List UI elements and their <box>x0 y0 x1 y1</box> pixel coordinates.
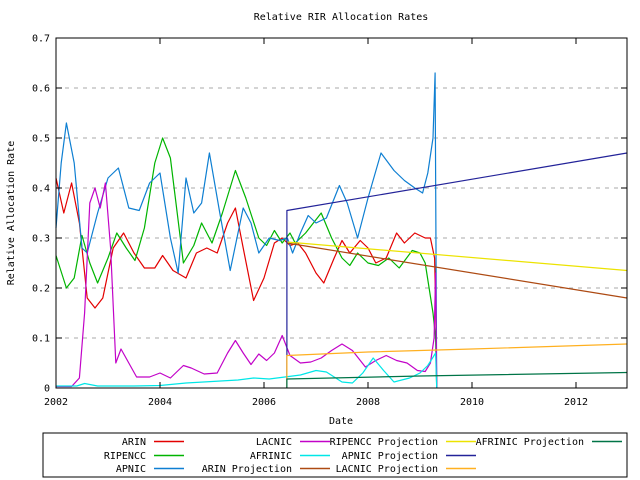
x-tick-label: 2012 <box>564 397 588 408</box>
series-layer <box>55 72 628 389</box>
series-line-afrinic <box>56 352 438 389</box>
legend: ARIN RIPENCC APNIC LACNIC AFRINIC ARIN Projec… <box>42 432 628 478</box>
y-tick-label: 0 <box>44 384 50 395</box>
y-tick-label: 0.2 <box>32 284 50 295</box>
series-line-afrinic-projection <box>286 371 628 388</box>
series-line-ripencc <box>55 137 438 389</box>
y-axis-label: Relative Allocation Rate <box>6 141 17 286</box>
series-line-lacnic <box>56 182 438 389</box>
legend-label-arin: ARIN <box>122 437 146 448</box>
x-tick-label: 2006 <box>252 397 276 408</box>
series-line-arin <box>55 177 438 389</box>
legend-label-apnic: APNIC <box>116 464 146 475</box>
x-tick-label: 2004 <box>148 397 172 408</box>
grid-layer <box>56 87 627 339</box>
y-tick-label: 0.3 <box>32 234 50 245</box>
legend-label-lacnic: LACNIC <box>256 437 292 448</box>
legend-label-afrinic-projection: AFRINIC Projection <box>476 437 584 448</box>
plot-frame <box>55 37 628 389</box>
y-tick-label: 0.5 <box>32 134 50 145</box>
tick-label-layer: 2002 2004 2006 2008 2010 2012 0 0.1 0.2 0.3 0.4 0.5… <box>32 34 588 409</box>
legend-label-afrinic: AFRINIC <box>250 451 292 462</box>
series-line-apnic-projection <box>286 152 628 388</box>
y-tick-label: 0.1 <box>32 334 50 345</box>
x-tick-label: 2008 <box>356 397 380 408</box>
plot-border <box>55 37 628 389</box>
legend-label-ripencc-projection: RIPENCC Projection <box>330 437 438 448</box>
series-line-arin-projection <box>286 242 628 299</box>
x-axis-label: Date <box>329 416 353 427</box>
legend-label-arin-projection: ARIN Projection <box>202 464 292 475</box>
series-line-ripencc-projection <box>286 241 628 272</box>
x-tick-label: 2002 <box>44 397 68 408</box>
legend-label-ripencc: RIPENCC <box>104 451 146 462</box>
legend-box <box>42 432 628 478</box>
legend-label-lacnic-projection: LACNIC Projection <box>336 464 438 475</box>
legend-label-apnic-projection: APNIC Projection <box>342 451 438 462</box>
x-tick-label: 2010 <box>460 397 484 408</box>
series-line-apnic <box>55 72 438 389</box>
y-tick-label: 0.4 <box>32 184 50 195</box>
chart-title: Relative RIR Allocation Rates <box>254 12 429 23</box>
y-tick-label: 0.7 <box>32 34 50 45</box>
y-tick-label: 0.6 <box>32 84 50 95</box>
series-line-lacnic-projection <box>286 343 628 388</box>
